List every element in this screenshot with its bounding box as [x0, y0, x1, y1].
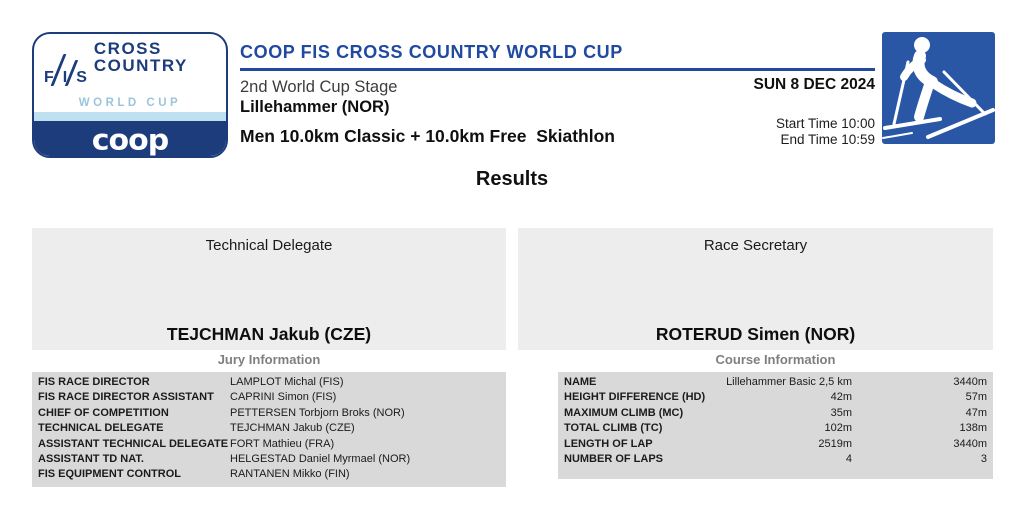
jury-row-value: TEJCHMAN Jakub (CZE) [230, 422, 355, 435]
course-row-value-2: 47m [965, 406, 987, 419]
table-row: TOTAL CLIMB (TC) 102m 138m [558, 421, 993, 436]
table-row: CHIEF OF COMPETITION PETTERSEN Torbjorn … [32, 406, 506, 421]
jury-row-label: TECHNICAL DELEGATE [38, 422, 164, 435]
jury-row-label: CHIEF OF COMPETITION [38, 406, 169, 419]
logo-country-line: COUNTRY [93, 56, 188, 75]
jury-information-header: Jury Information [217, 352, 321, 367]
table-row: ASSISTANT TD NAT. HELGESTAD Daniel Myrma… [32, 452, 506, 467]
results-heading: Results [475, 168, 549, 190]
coop-wordmark: coop [91, 123, 169, 157]
course-row-value-1: 4 [845, 452, 852, 465]
fis-coop-logo: F I S CROSS COUNTRY WORLD CUP coop [32, 32, 228, 158]
jury-row-value: RANTANEN Mikko (FIN) [230, 468, 350, 481]
jury-row-value: LAMPLOT Michal (FIS) [230, 376, 344, 388]
course-row-label: MAXIMUM CLIMB (MC) [564, 406, 684, 419]
fis-logo-icon: F I S [44, 40, 87, 86]
course-row-value-1: 35m [830, 406, 852, 419]
table-row: LENGTH OF LAP 2519m 3440m [558, 437, 993, 452]
logo-worldcup-text: WORLD CUP [78, 97, 182, 109]
date-block: SUN 8 DEC 2024 Start Time 10:00 End Time… [650, 76, 875, 148]
technical-delegate-box: Technical Delegate TEJCHMAN Jakub (CZE) [32, 228, 506, 350]
course-row-label: NAME [564, 376, 597, 388]
race-secretary-box: Race Secretary ROTERUD Simen (NOR) [518, 228, 993, 350]
official-role: Technical Delegate [205, 237, 333, 254]
table-row: FIS RACE DIRECTOR ASSISTANT CAPRINI Simo… [32, 390, 506, 405]
course-row-value-1: 2519m [818, 437, 852, 450]
end-time: End Time 10:59 [780, 132, 875, 147]
course-row-value-2: 3 [980, 452, 987, 465]
location-subtitle: Lillehammer (NOR) [240, 98, 390, 116]
course-row-label: HEIGHT DIFFERENCE (HD) [564, 391, 706, 404]
jury-row-label: ASSISTANT TD NAT. [38, 452, 144, 465]
event-times: Start Time 10:00 End Time 10:59 [650, 116, 875, 148]
jury-row-value: FORT Mathieu (FRA) [230, 437, 335, 450]
table-row: NAME Lillehammer Basic 2,5 km 3440m [558, 375, 993, 390]
jury-row-value: CAPRINI Simon (FIS) [230, 391, 337, 404]
course-row-label: NUMBER OF LAPS [564, 452, 663, 465]
course-information-table: NAME Lillehammer Basic 2,5 km 3440m HEIG… [558, 372, 993, 480]
official-name: ROTERUD Simen (NOR) [655, 324, 856, 344]
document-title: COOP FIS CROSS COUNTRY WORLD CUP [240, 42, 875, 71]
table-row: HEIGHT DIFFERENCE (HD) 42m 57m [558, 390, 993, 405]
course-row-value-2: 57m [965, 391, 987, 404]
table-row: FIS EQUIPMENT CONTROL RANTANEN Mikko (FI… [32, 467, 506, 482]
fis-letter-i: I [62, 69, 68, 86]
jury-row-value: HELGESTAD Daniel Myrmael (NOR) [230, 452, 411, 465]
jury-information-table: FIS RACE DIRECTOR LAMPLOT Michal (FIS) F… [32, 372, 506, 487]
course-row-label: TOTAL CLIMB (TC) [564, 422, 663, 435]
course-row-value-1: 102m [824, 422, 852, 435]
course-row-value-2: 3440m [953, 437, 987, 450]
table-row: FIS RACE DIRECTOR LAMPLOT Michal (FIS) [32, 375, 506, 390]
course-row-value-2: 3440m [953, 376, 987, 388]
stage-subtitle: 2nd World Cup Stage [240, 78, 398, 96]
logo-top-area: F I S CROSS COUNTRY [34, 34, 226, 91]
event-date: SUN 8 DEC 2024 [753, 76, 875, 93]
fis-letter-f: F [44, 69, 54, 86]
official-name: TEJCHMAN Jakub (CZE) [166, 324, 372, 344]
cross-country-skier-icon [882, 32, 995, 144]
jury-row-label: ASSISTANT TECHNICAL DELEGATE [38, 437, 229, 450]
event-subtitle: Men 10.0km Classic + 10.0km Free Skiathl… [240, 126, 615, 146]
logo-cross-country-text: CROSS COUNTRY [94, 40, 188, 74]
course-row-value-2: 138m [959, 422, 987, 435]
jury-row-label: FIS RACE DIRECTOR [38, 376, 150, 388]
course-information-header: Course Information [715, 352, 836, 367]
fis-letter-s: S [76, 69, 87, 86]
coop-logo: coop [34, 121, 226, 157]
course-row-value-1: Lillehammer Basic 2,5 km [726, 376, 852, 388]
logo-cross-line: CROSS [93, 39, 162, 58]
table-row: NUMBER OF LAPS 4 3 [558, 452, 993, 467]
course-row-value-1: 42m [830, 391, 852, 404]
table-row: ASSISTANT TECHNICAL DELEGATE FORT Mathie… [32, 437, 506, 452]
table-row: MAXIMUM CLIMB (MC) 35m 47m [558, 406, 993, 421]
logo-stripe [34, 112, 226, 121]
course-row-label: LENGTH OF LAP [564, 437, 653, 450]
document-header: COOP FIS CROSS COUNTRY WORLD CUP 2nd Wor… [240, 42, 875, 147]
official-role: Race Secretary [703, 237, 808, 254]
start-time: Start Time 10:00 [775, 116, 875, 131]
jury-row-label: FIS RACE DIRECTOR ASSISTANT [38, 391, 214, 404]
jury-row-value: PETTERSEN Torbjorn Broks (NOR) [230, 406, 405, 419]
table-row: TECHNICAL DELEGATE TEJCHMAN Jakub (CZE) [32, 421, 506, 436]
jury-row-label: FIS EQUIPMENT CONTROL [38, 468, 181, 481]
